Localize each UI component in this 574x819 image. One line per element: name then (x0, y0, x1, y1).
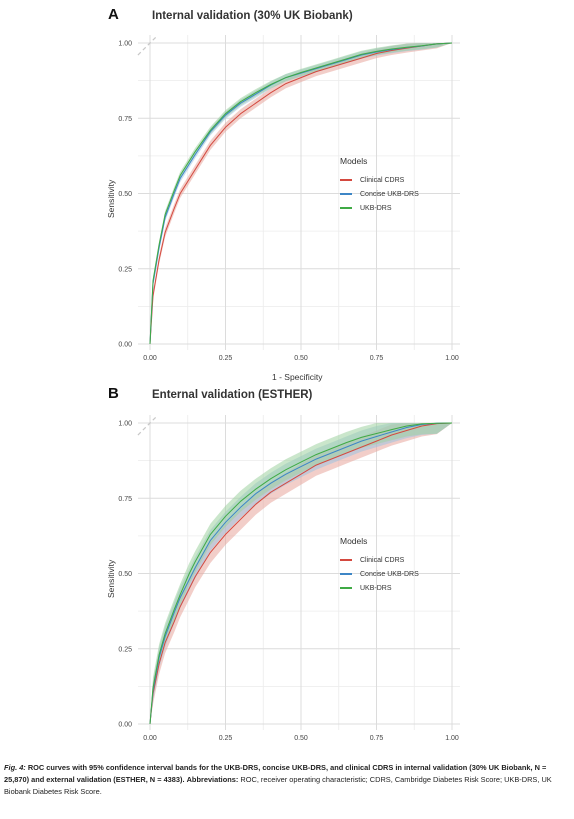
legend-item-ukb-drs: UKB-DRS (340, 581, 419, 595)
x-tick-label: 0.50 (294, 735, 308, 742)
legend-item-concise-ukb-drs: Concise UKB-DRS (340, 567, 419, 581)
legend-key (340, 193, 352, 195)
roc-plot-internal: 0.00 0.25 0.50 0.75 1.00 0.00 0.25 0.50 0.75 1.00 (118, 35, 460, 362)
x-tick-label: 1.00 (445, 735, 459, 742)
legend: Models Clinical CDRS Concise UKB-DRS UKB… (340, 156, 419, 215)
x-axis-label: 1 - Specificity (272, 372, 323, 382)
legend-item-clinical-cdrs: Clinical CDRS (340, 173, 419, 187)
roc-line-ukb-drs (149, 42, 453, 345)
y-axis-label: Sensitivity (106, 179, 116, 218)
y-tick-label: 0.75 (118, 116, 132, 123)
legend-title: Models (340, 156, 368, 166)
x-tick-label: 1.00 (445, 355, 459, 362)
legend-item-ukb-drs: UKB-DRS (340, 201, 419, 215)
x-tick-label: 0.50 (294, 355, 308, 362)
x-tick-label: 0.00 (143, 355, 157, 362)
roc-line-ukb-drs (149, 422, 453, 725)
legend-key (340, 573, 352, 575)
legend-key (340, 587, 352, 589)
x-tick-label: 0.00 (143, 735, 157, 742)
y-tick-label: 0.00 (118, 342, 132, 349)
roc-plot-external: 0.00 0.25 0.50 0.75 1.00 0.00 0.25 0.50 0.75 1.00 (118, 415, 460, 742)
ci-band-clinical-cdrs (150, 423, 452, 724)
x-tick-label: 0.25 (219, 355, 233, 362)
roc-line-clinical-cdrs (149, 42, 453, 345)
legend-label: UKB-DRS (360, 584, 392, 592)
panel-b: B Enternal validation (ESTHER) 0.00 0.25 0… (0, 380, 574, 760)
figure-number: Fig. 4: (4, 763, 26, 772)
legend-key (340, 207, 352, 209)
roc-line-clinical-cdrs (149, 422, 453, 725)
panel-letter: A (108, 6, 119, 23)
chart-title: Internal validation (30% UK Biobank) (152, 10, 353, 22)
legend-label: UKB-DRS (360, 204, 392, 212)
reference-diagonal (137, 36, 157, 56)
y-tick-label: 0.00 (118, 722, 132, 729)
y-tick-label: 0.50 (118, 571, 132, 578)
panel-letter: B (108, 385, 119, 402)
legend-label: Concise UKB-DRS (360, 570, 419, 578)
y-tick-label: 1.00 (118, 421, 132, 428)
legend-item-concise-ukb-drs: Concise UKB-DRS (340, 187, 419, 201)
caption-main-text: ROC curves with 95% confidence interval … (4, 763, 547, 784)
legend-label: Concise UKB-DRS (360, 190, 419, 198)
x-tick-label: 0.25 (219, 735, 233, 742)
y-tick-label: 1.00 (118, 41, 132, 48)
legend-key (340, 179, 352, 181)
reference-diagonal (137, 416, 157, 436)
legend-key (340, 559, 352, 561)
x-tick-label: 0.75 (370, 355, 384, 362)
figure-caption: Fig. 4: ROC curves with 95% confidence i… (4, 762, 570, 798)
legend-item-clinical-cdrs: Clinical CDRS (340, 553, 419, 567)
roc-line-concise-ukb-drs (149, 422, 453, 725)
y-tick-label: 0.50 (118, 191, 132, 198)
chart-title: Enternal validation (ESTHER) (152, 389, 313, 401)
caption-abbrev-label: Abbreviations: (186, 775, 239, 784)
x-tick-label: 0.75 (370, 735, 384, 742)
legend-label: Clinical CDRS (360, 176, 405, 184)
ci-band-concise-ukb-drs (150, 43, 452, 344)
y-tick-label: 0.25 (118, 646, 132, 653)
y-tick-label: 0.75 (118, 496, 132, 503)
y-axis-label: Sensitivity (106, 559, 116, 598)
legend-title: Models (340, 536, 368, 546)
caption-abbrev-text: ROC, receiver operating characteristic; … (4, 775, 552, 796)
legend-label: Clinical CDRS (360, 556, 405, 564)
legend: Models Clinical CDRS Concise UKB-DRS UKB… (340, 536, 419, 595)
y-tick-label: 0.25 (118, 266, 132, 273)
panel-a: A Internal validation (30% UK Biobank) 0… (0, 0, 574, 382)
